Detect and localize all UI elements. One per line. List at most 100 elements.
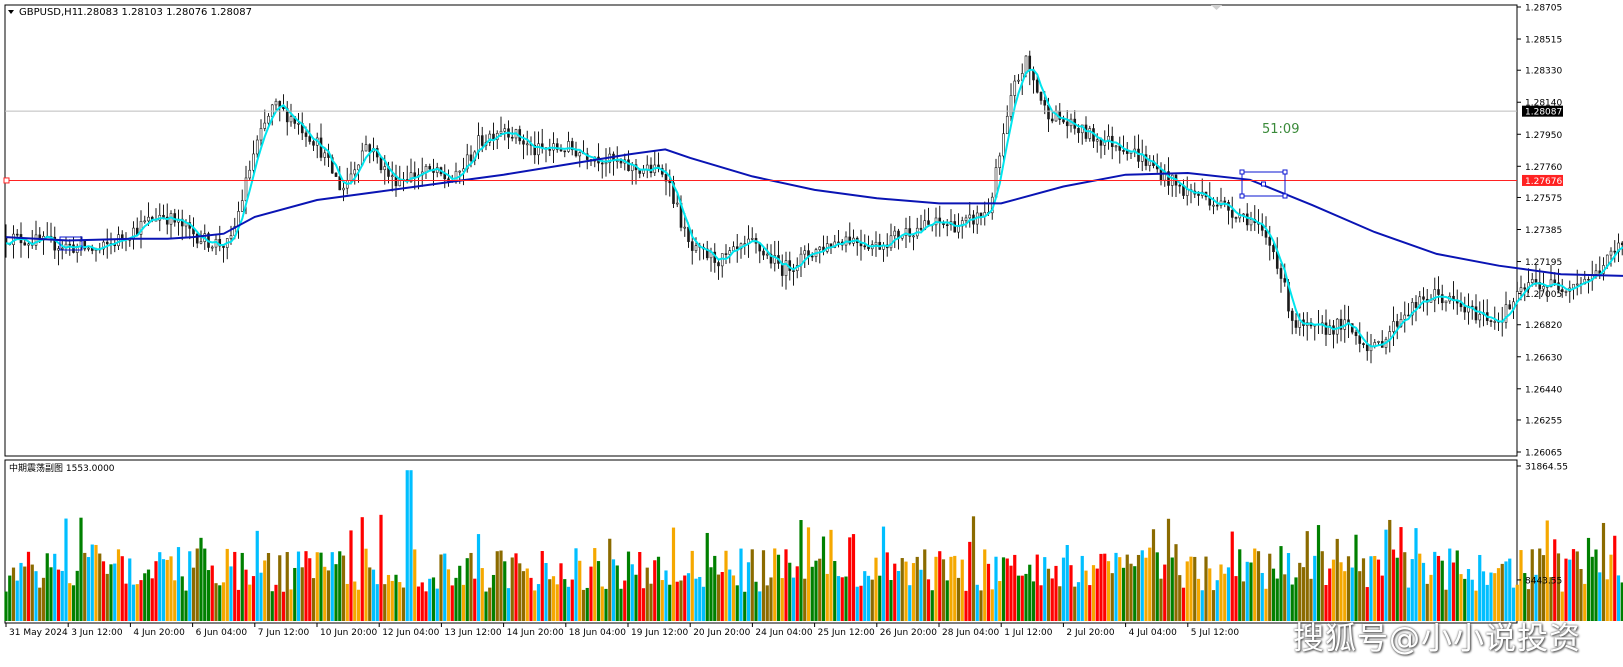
indicator-bar [341, 555, 346, 621]
indicator-bar [488, 587, 492, 621]
indicator-bar [956, 577, 961, 621]
rectangle-object-small[interactable] [59, 236, 83, 251]
indicator-bar [964, 590, 968, 621]
indicator-bar [866, 575, 871, 621]
candle-body [1002, 133, 1005, 157]
indicator-bar [1208, 568, 1212, 621]
candle-body [1035, 79, 1039, 93]
candle-body [1050, 118, 1054, 122]
indicator-bar [889, 580, 893, 621]
candle-body [270, 104, 274, 117]
candle-body [480, 135, 484, 146]
indicator-bar [1459, 574, 1463, 621]
candle-body [563, 150, 567, 153]
fast-ma-line [5, 68, 1623, 348]
candle-body [1197, 193, 1200, 196]
indicator-bar [1365, 587, 1369, 621]
candle [1268, 225, 1272, 261]
candle [297, 112, 300, 135]
indicator-bar [638, 551, 642, 621]
candle-body [1422, 296, 1425, 300]
indicator-bar [83, 552, 87, 621]
indicator-bar [570, 579, 574, 621]
candle [1122, 135, 1125, 155]
indicator-bar [1144, 557, 1148, 621]
indicator-bar [1406, 587, 1411, 621]
time-axis-label: 5 Jul 12:00 [1191, 628, 1240, 638]
indicator-bar [896, 570, 901, 621]
indicator-axis: 31864.55 8443.55 [1517, 463, 1568, 586]
indicator-bar [881, 526, 886, 621]
indicator-bar [1590, 556, 1594, 621]
candle-body [555, 143, 559, 150]
candle-body [1043, 100, 1047, 106]
horizontal-line-handle[interactable] [3, 177, 10, 184]
indicator-bar [953, 555, 957, 621]
candle-body [837, 241, 840, 244]
indicator-bar [428, 578, 432, 621]
indicator-bar [1065, 545, 1069, 621]
indicator-bar [1133, 566, 1137, 621]
candle [717, 258, 720, 280]
bar-countdown-timer: 51:09 [1262, 122, 1299, 137]
candle-body [510, 136, 514, 139]
indicator-bar [1260, 572, 1264, 621]
indicator-bar [64, 518, 68, 621]
indicator-bar [353, 581, 357, 621]
candle [1062, 115, 1065, 124]
indicator-bar [1298, 562, 1302, 621]
indicator-bar [90, 544, 94, 621]
candle-body [1215, 204, 1219, 207]
indicator-bar [304, 551, 308, 621]
candle [1549, 265, 1553, 288]
candle-body [818, 246, 822, 250]
indicator-bar [4, 591, 8, 621]
indicator-bar [105, 573, 109, 621]
candle [252, 140, 255, 178]
indicator-bar [1268, 553, 1272, 621]
indicator-bar [150, 578, 154, 621]
candle [1294, 313, 1298, 334]
indicator-bar [623, 580, 627, 621]
candle-body [1354, 331, 1358, 336]
indicator-bar [731, 575, 736, 621]
indicator-bar [398, 582, 402, 621]
candle-body [488, 133, 492, 143]
candle-body [964, 217, 968, 221]
indicator-bar [1185, 561, 1189, 621]
indicator-bar [1084, 570, 1088, 621]
indicator-bar [491, 574, 496, 621]
indicator-bar [788, 562, 792, 621]
price-panel[interactable] [4, 4, 1518, 457]
candle [1050, 112, 1054, 124]
indicator-bar [319, 552, 323, 621]
indicator-bar [720, 572, 724, 621]
rectangle-object-right[interactable] [1239, 169, 1288, 199]
candle-body [1167, 171, 1170, 186]
chart-shift-marker-icon[interactable] [1211, 5, 1222, 10]
indicator-bar [795, 566, 799, 621]
indicator-bar [551, 576, 556, 621]
candle-body [694, 245, 698, 251]
candle [1433, 277, 1437, 313]
indicator-bar [443, 553, 447, 621]
symbol-menu-arrow-icon[interactable] [8, 10, 14, 14]
indicator-bar [71, 585, 76, 621]
candle [998, 152, 1002, 175]
indicator-bar [773, 548, 777, 621]
candle-body [147, 216, 150, 222]
indicator-bar [383, 584, 387, 621]
candle-body [1504, 304, 1508, 323]
indicator-bar [345, 583, 349, 621]
indicator-bar [1335, 538, 1339, 621]
candle-body [1508, 304, 1512, 310]
candle-body [1534, 279, 1538, 283]
indicator-bar [1526, 589, 1531, 621]
indicator-bar [1170, 557, 1174, 621]
indicator-bar [934, 556, 938, 621]
candle-body [1474, 306, 1478, 321]
indicator-bar [600, 586, 604, 621]
indicator-bar [1061, 557, 1066, 621]
candle-body [1377, 341, 1380, 343]
